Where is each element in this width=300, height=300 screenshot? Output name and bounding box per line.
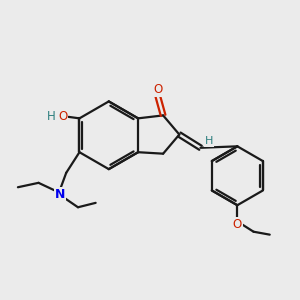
Text: O: O	[153, 83, 163, 96]
Text: H: H	[205, 136, 213, 146]
Text: N: N	[55, 188, 65, 200]
Text: O: O	[233, 218, 242, 231]
Text: O: O	[58, 110, 67, 123]
Text: H: H	[46, 110, 55, 123]
